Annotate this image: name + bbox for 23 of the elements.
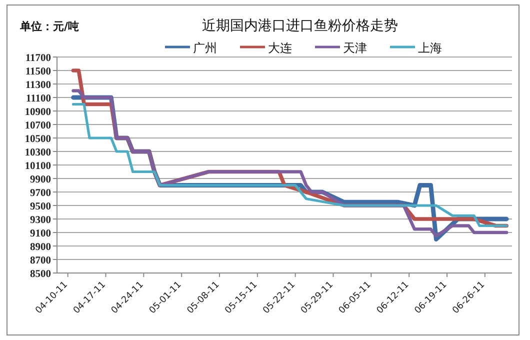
y-tick-label: 11500 (25, 66, 51, 78)
y-tick-label: 10100 (24, 161, 51, 172)
y-tick-label: 8500 (30, 269, 51, 280)
y-tick-label: 10900 (24, 107, 51, 118)
y-tick-label: 9500 (30, 202, 51, 212)
y-tick-label: 9700 (30, 188, 51, 199)
y-tick-label: 8900 (30, 242, 51, 253)
legend-label: 上海 (418, 41, 442, 55)
y-tick-label: 9100 (30, 228, 51, 240)
y-axis-title: 单位：元/吨 (19, 20, 80, 33)
y-tick-label: 10700 (24, 120, 51, 132)
legend-label: 大连 (268, 41, 292, 55)
y-tick-label: 10500 (24, 134, 51, 145)
chart-title: 近期国内港口进口鱼粉价格走势 (202, 18, 398, 34)
y-tick-label: 9900 (30, 174, 51, 186)
y-tick-label: 11100 (26, 94, 51, 104)
legend-label: 广州 (193, 41, 217, 55)
legend-label: 天津 (343, 41, 367, 55)
y-tick-label: 11700 (25, 53, 51, 64)
y-tick-label: 9300 (30, 215, 51, 226)
y-tick-label: 8700 (30, 256, 51, 266)
y-tick-label: 11300 (25, 80, 51, 91)
y-tick-label: 10300 (24, 148, 51, 158)
